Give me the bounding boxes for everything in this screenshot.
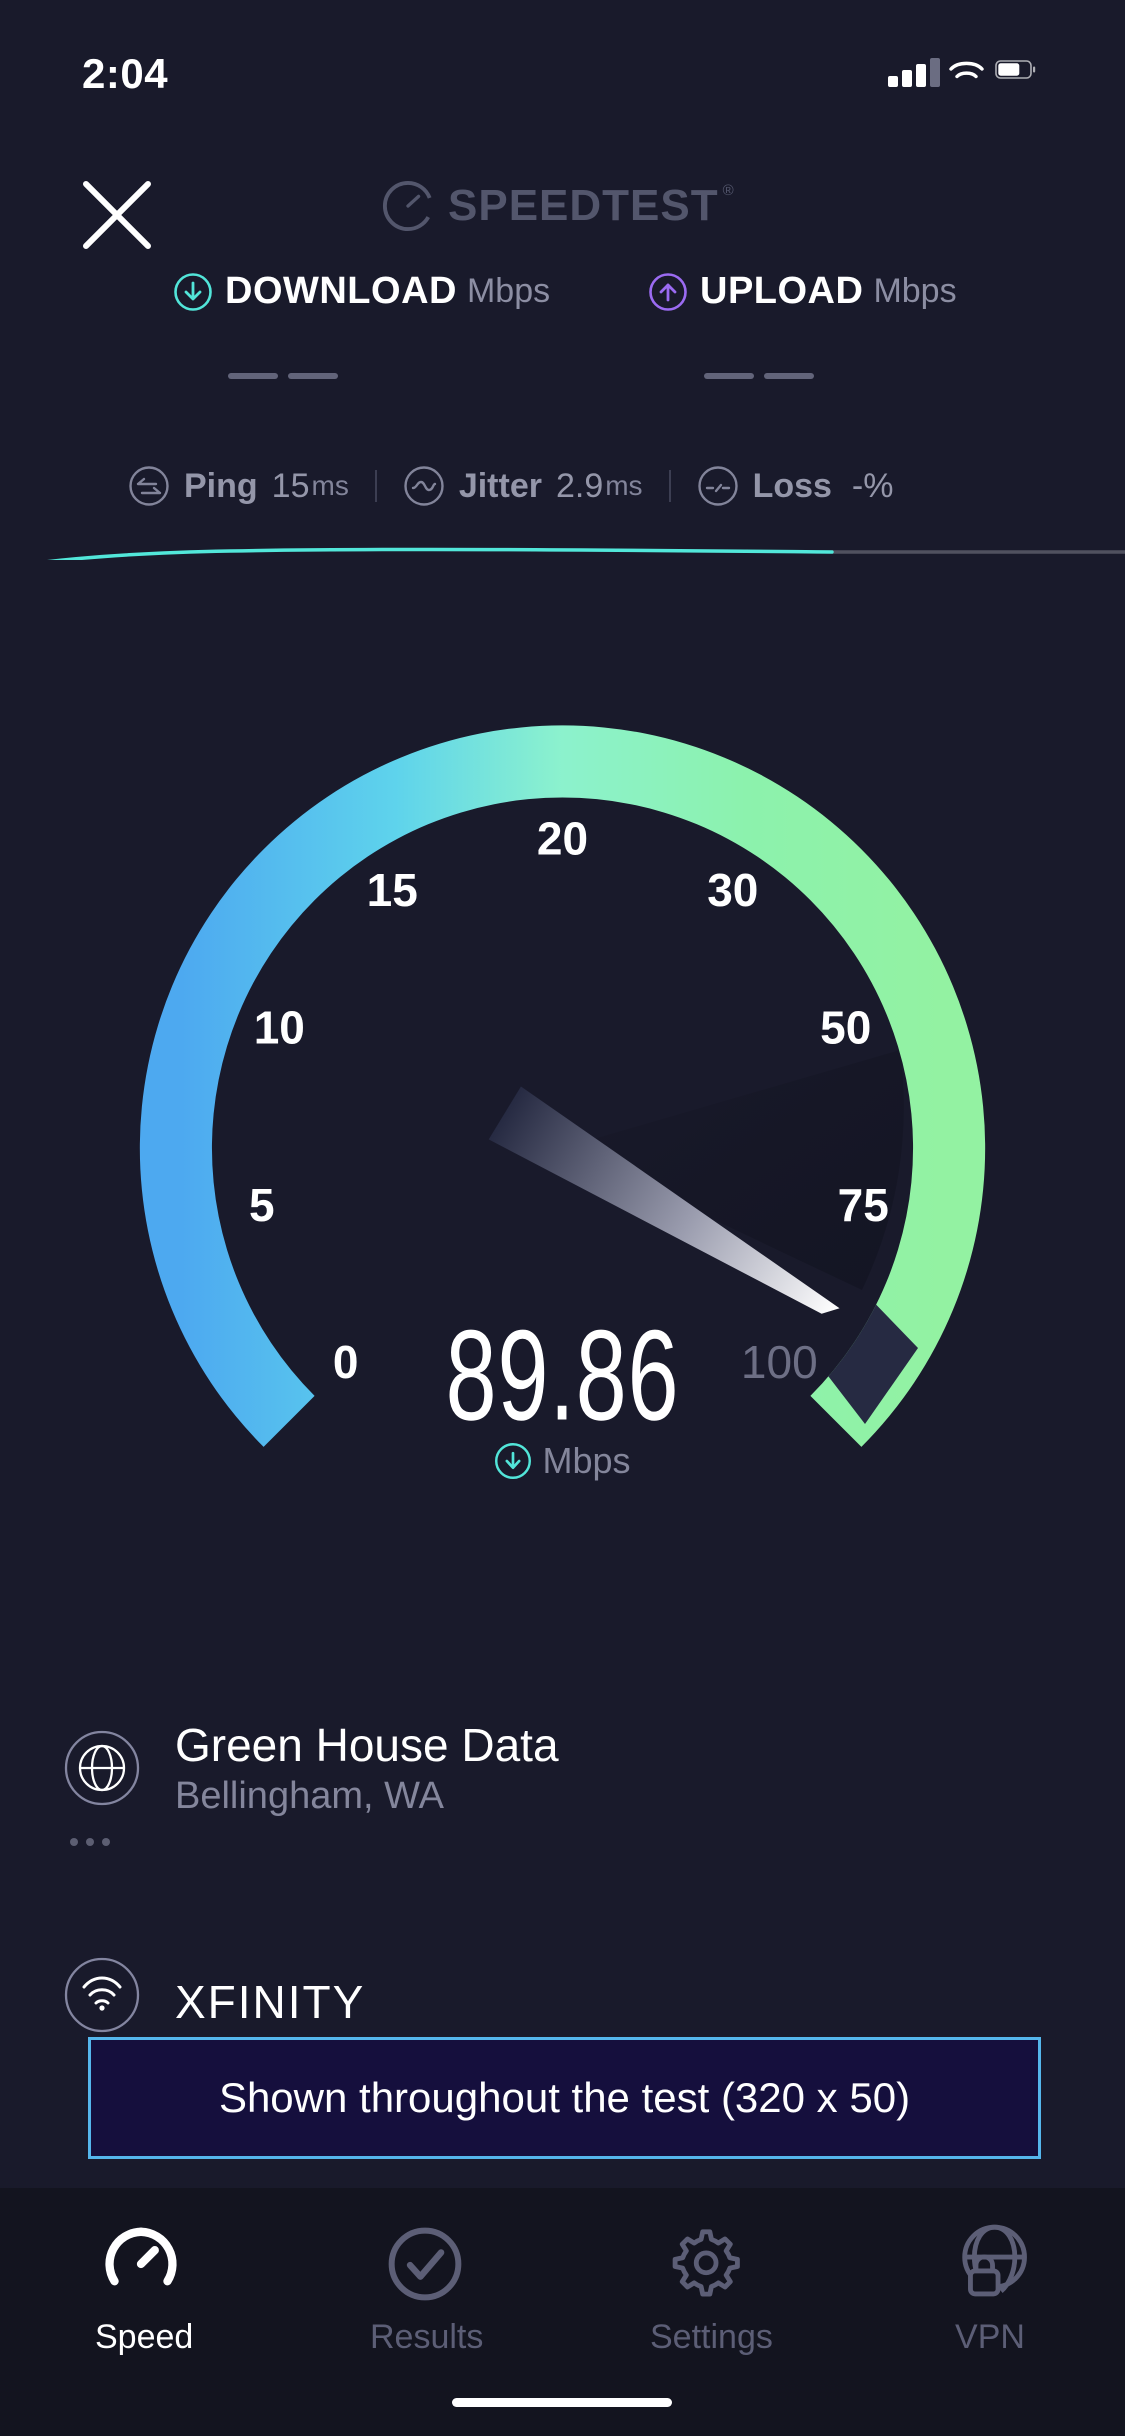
- svg-text:100: 100: [741, 1336, 818, 1388]
- svg-text:15: 15: [367, 864, 418, 916]
- svg-text:30: 30: [707, 864, 758, 916]
- svg-text:5: 5: [249, 1179, 275, 1231]
- svg-text:10: 10: [254, 1002, 305, 1054]
- svg-text:75: 75: [838, 1179, 889, 1231]
- svg-text:50: 50: [820, 1002, 871, 1054]
- svg-text:20: 20: [537, 812, 588, 864]
- svg-text:89.86: 89.86: [446, 1303, 680, 1447]
- svg-text:0: 0: [333, 1336, 359, 1388]
